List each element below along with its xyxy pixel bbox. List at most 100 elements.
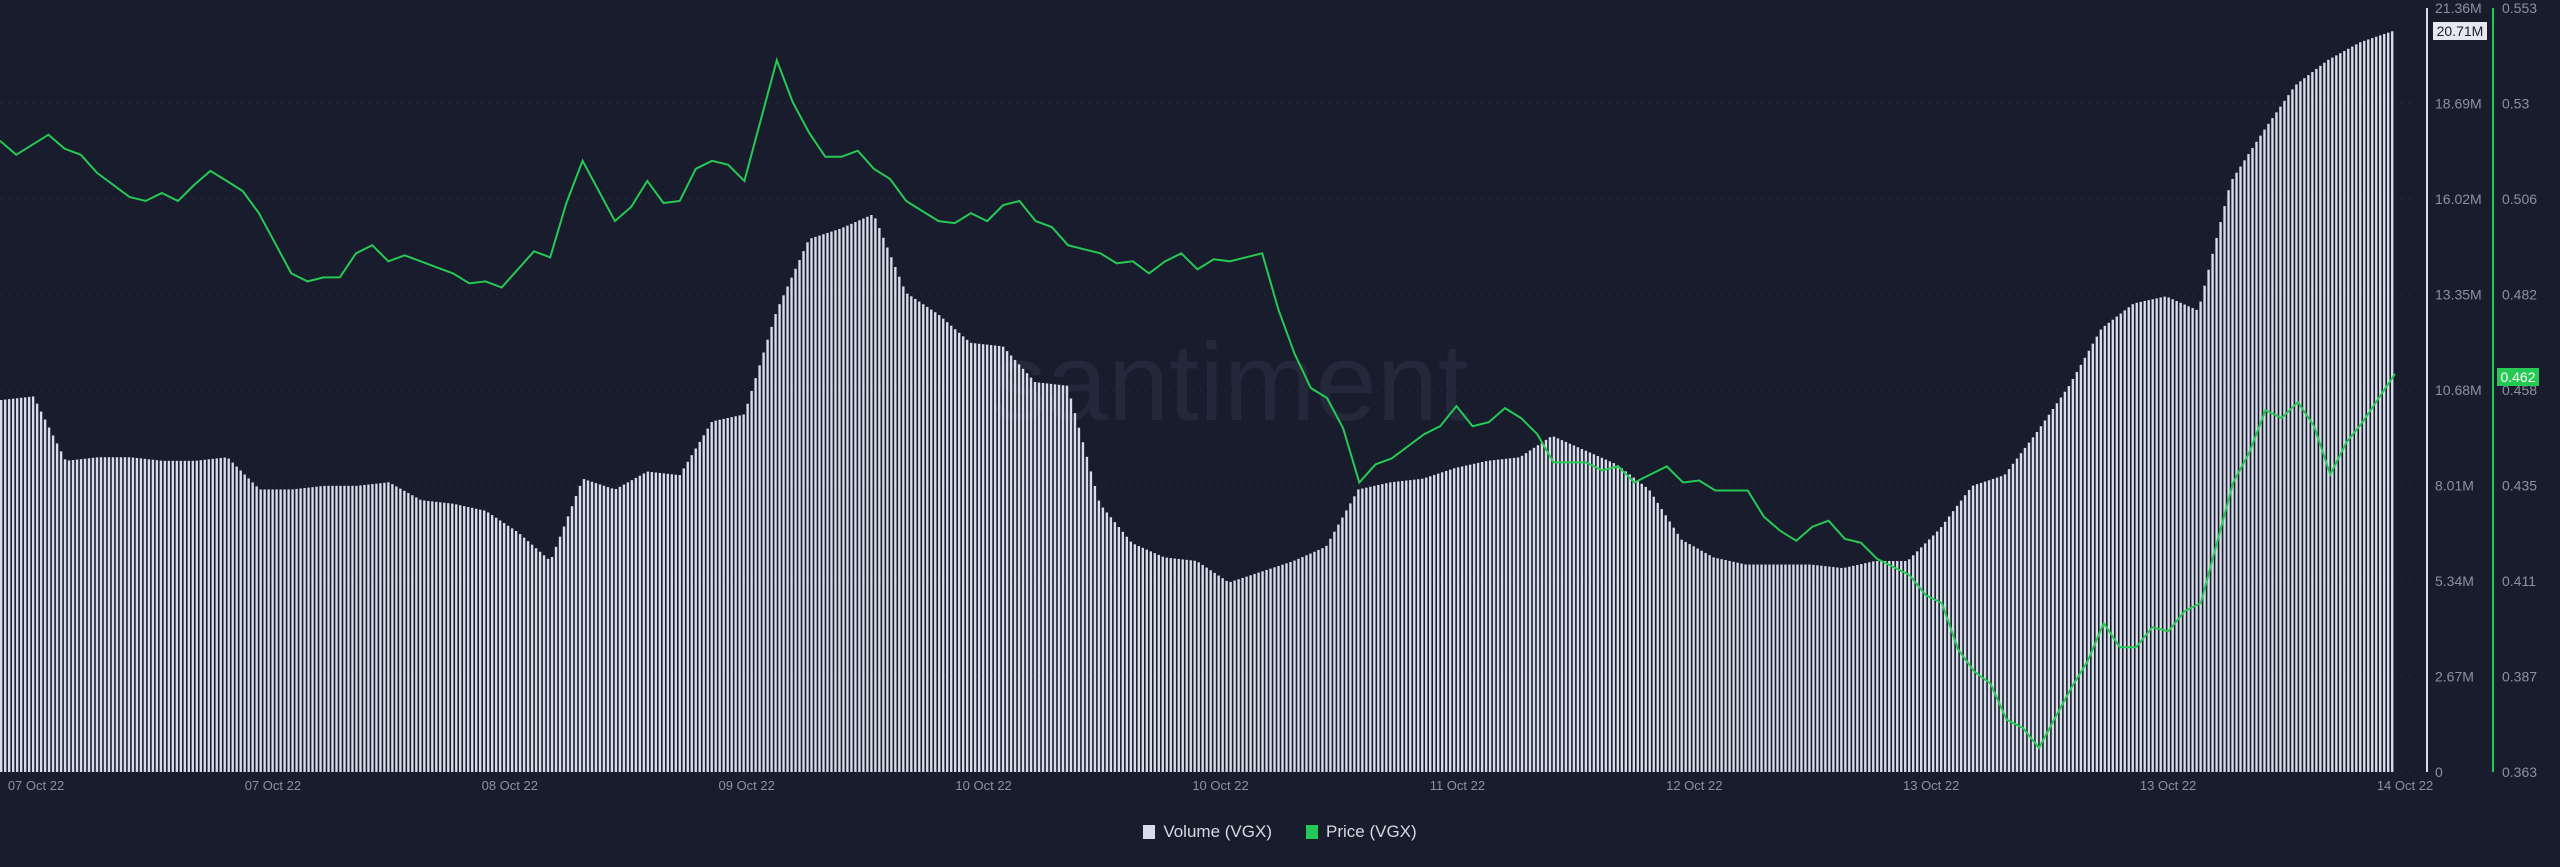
volume-bar: [742, 414, 745, 772]
volume-bar: [371, 484, 374, 772]
legend-item-price[interactable]: Price (VGX): [1305, 822, 1417, 842]
volume-bar: [518, 534, 522, 772]
volume-bar: [183, 460, 187, 772]
volume-bar: [1828, 566, 1831, 772]
volume-bar: [1971, 485, 1975, 772]
volume-bar: [2067, 386, 2071, 772]
volume-bar: [1612, 463, 1616, 772]
volume-bar: [1728, 560, 1731, 772]
volume-bar: [1668, 521, 1671, 772]
volume-bar: [730, 417, 733, 772]
volume-bar: [1001, 346, 1005, 772]
volume-bar: [1959, 500, 1963, 772]
volume-bar: [1277, 565, 1280, 772]
volume-bar: [423, 500, 426, 772]
volume-bar: [1572, 445, 1576, 772]
volume-bar: [1053, 384, 1057, 772]
x-tick-label: 10 Oct 22: [1192, 778, 1248, 793]
volume-bar: [1892, 560, 1895, 772]
volume-bar: [1209, 570, 1212, 772]
volume-tick-label: 2.67M: [2435, 669, 2474, 685]
price-tick-label: 0.53: [2502, 96, 2529, 112]
volume-bar: [570, 506, 574, 772]
volume-bar: [1664, 515, 1667, 772]
volume-bar: [1979, 482, 1983, 772]
volume-bar: [191, 460, 194, 772]
volume-bar: [319, 486, 322, 772]
volume-bar: [1716, 558, 1719, 772]
volume-bar: [0, 400, 3, 772]
volume-bar: [1133, 544, 1137, 772]
price-line: [0, 57, 2396, 750]
volume-bar: [1205, 567, 1208, 772]
volume-bar: [678, 475, 681, 772]
volume-bar: [235, 466, 238, 772]
volume-bar: [1369, 486, 1372, 772]
volume-bar: [2371, 38, 2374, 773]
volume-bar: [566, 516, 570, 772]
volume-bar: [1005, 351, 1009, 772]
volume-bar: [1676, 533, 1679, 772]
legend-item-volume[interactable]: Volume (VGX): [1143, 822, 1272, 842]
price-tick-label: 0.553: [2502, 0, 2537, 16]
volume-bar: [1221, 578, 1224, 772]
volume-bar: [1149, 551, 1152, 772]
volume-current-badge: 20.71M: [2433, 22, 2487, 40]
volume-bar: [1297, 558, 1300, 772]
volume-bar: [2247, 154, 2250, 772]
volume-bar: [111, 457, 115, 772]
volume-bar: [1844, 567, 1847, 772]
volume-bar: [2107, 322, 2110, 772]
volume-bar: [1269, 568, 1272, 772]
volume-bar: [2003, 474, 2007, 772]
volume-bar: [1652, 496, 1655, 772]
volume-bar: [914, 298, 917, 772]
volume-bar: [654, 472, 658, 772]
volume-bar: [1229, 581, 1232, 772]
volume-bar: [1009, 355, 1013, 772]
volume-bar: [1433, 474, 1436, 772]
volume-bar: [1309, 553, 1312, 772]
volume-bar: [1935, 531, 1939, 772]
volume-bar: [1760, 564, 1763, 772]
volume-bar: [2127, 307, 2130, 772]
volume-bar: [646, 471, 650, 772]
volume-bar: [1093, 486, 1097, 772]
volume-bar: [1536, 445, 1540, 772]
volume-bar: [1832, 567, 1835, 772]
price-tick-label: 0.387: [2502, 669, 2537, 685]
volume-bar: [918, 301, 921, 772]
volume-bar: [1764, 564, 1767, 772]
volume-bar: [834, 230, 837, 772]
volume-bar: [99, 457, 103, 772]
volume-bar: [2307, 75, 2310, 773]
volume-bar: [243, 474, 246, 772]
volume-bar: [2387, 32, 2390, 772]
volume-bar: [710, 422, 713, 772]
x-tick-label: 10 Oct 22: [955, 778, 1011, 793]
volume-bar: [1788, 564, 1791, 772]
volume-bar: [958, 332, 961, 772]
volume-bar: [2027, 442, 2031, 772]
volume-bar: [602, 485, 606, 772]
volume-bar: [638, 475, 642, 772]
volume-bar: [1373, 485, 1376, 772]
volume-bar: [1476, 462, 1480, 772]
volume-bar: [459, 505, 462, 772]
volume-bar: [1732, 561, 1735, 772]
volume-bar: [1101, 507, 1105, 772]
price-axis: 0.3630.3870.4110.4350.4580.4820.5060.530…: [2502, 0, 2537, 780]
volume-bar: [2363, 40, 2366, 772]
volume-bar: [1987, 480, 1991, 772]
volume-bar: [682, 468, 685, 772]
volume-bar: [1421, 478, 1424, 772]
volume-bar: [746, 403, 749, 772]
volume-bar: [1488, 460, 1492, 772]
volume-bar: [1860, 564, 1863, 772]
volume-tick-label: 13.35M: [2435, 287, 2482, 303]
volume-bar: [610, 488, 614, 772]
volume-bar: [1900, 560, 1903, 772]
volume-bar: [1345, 510, 1348, 772]
volume-bar: [2171, 299, 2174, 772]
volume-bar: [522, 537, 526, 772]
